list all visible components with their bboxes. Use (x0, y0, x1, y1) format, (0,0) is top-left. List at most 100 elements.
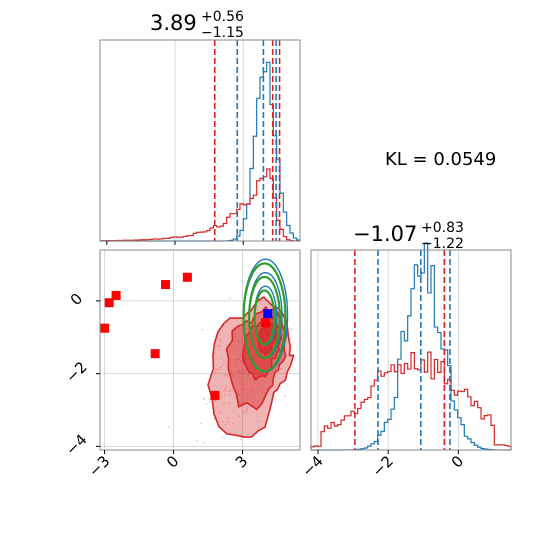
marginal-panel-param1: 3.89 +0.56 −1.15 (99, 9, 301, 245)
sample-point (257, 420, 259, 423)
y-ticks: −4 −2 0 (62, 290, 100, 459)
sample-point (229, 389, 232, 392)
sample-point (251, 390, 254, 393)
red-square-marker (104, 298, 114, 308)
axes-frame (310, 249, 512, 451)
sample-point (245, 406, 248, 409)
sample-point (223, 402, 225, 405)
sample-point (253, 381, 255, 384)
sample-point (244, 368, 246, 371)
x-ticks: −4 −2 0 (298, 450, 467, 480)
sample-point (225, 389, 228, 392)
sample-point (236, 370, 239, 373)
sample-point (205, 403, 208, 405)
sample-point (234, 333, 237, 336)
sample-point (219, 412, 222, 415)
sample-point (209, 401, 211, 404)
kl-label: KL = 0.0549 (385, 149, 496, 170)
sample-point (240, 370, 243, 373)
sample-point (240, 388, 243, 391)
sample-point (227, 421, 230, 423)
red-square-marker (150, 349, 160, 359)
grid (317, 250, 459, 450)
x-tick-label: −4 (298, 452, 326, 480)
sample-point (237, 358, 240, 360)
y-tick-label: 0 (67, 290, 86, 309)
sample-point (256, 378, 259, 381)
sample-point (252, 389, 255, 391)
sample-point (230, 373, 233, 375)
red-square-marker (261, 318, 271, 328)
sample-point (223, 387, 226, 390)
sample-point (223, 375, 225, 377)
green-contour (248, 275, 282, 360)
sample-point (226, 375, 229, 378)
sample-point (238, 370, 241, 373)
grid (174, 40, 244, 241)
y-tick-label: −4 (62, 431, 90, 459)
x-tick-label: 0 (448, 452, 467, 471)
sample-point (220, 395, 223, 398)
title-plus: +0.83 (421, 220, 464, 236)
sample-point (280, 368, 282, 370)
title-minus: −1.22 (421, 236, 464, 252)
quantile-lines (354, 250, 451, 450)
sample-point (218, 411, 220, 414)
sample-point (228, 394, 231, 397)
x-tick-label: −2 (369, 452, 397, 480)
sample-point (274, 376, 277, 379)
axes-frame (99, 39, 301, 242)
grid (100, 250, 300, 450)
sample-point (217, 344, 220, 347)
density-contours (207, 258, 295, 438)
sample-point (237, 392, 240, 395)
sample-point (219, 345, 222, 348)
axes-frame (99, 249, 301, 451)
title-plus: +0.56 (201, 9, 244, 25)
sample-point (241, 367, 244, 370)
sample-point (231, 349, 234, 352)
histogram-series (99, 168, 301, 242)
sample-point (234, 346, 237, 349)
sample-point (224, 423, 227, 426)
sample-point (226, 417, 229, 419)
sample-point (241, 337, 244, 340)
sample-point (232, 374, 235, 377)
sample-point (224, 373, 227, 376)
x-tick-label: −3 (85, 452, 113, 480)
sample-point (222, 363, 225, 366)
sample-point (229, 297, 232, 300)
red-square-marker (111, 290, 121, 300)
tick-marks (106, 241, 244, 245)
sample-point (216, 368, 218, 371)
histogram-series (100, 61, 301, 242)
red-square-marker (210, 390, 220, 400)
sample-point (290, 328, 293, 331)
sample-point (195, 439, 198, 442)
sample-point (219, 366, 222, 368)
sample-point (220, 357, 223, 359)
sample-point (264, 381, 267, 383)
red-square-marker (161, 280, 171, 290)
sample-point (239, 438, 242, 441)
sample-point (239, 376, 242, 379)
joint-panel: −3 0 3 −4 −2 0 (62, 249, 301, 480)
sample-point (208, 398, 211, 401)
sample-point (230, 345, 232, 348)
title-minus: −1.15 (201, 25, 244, 41)
sample-point (246, 328, 249, 330)
sample-point (238, 368, 241, 371)
sample-point (216, 467, 218, 469)
sample-point (234, 336, 237, 339)
red-square-marker (100, 323, 110, 333)
x-ticks: −3 0 3 (85, 450, 251, 480)
sample-point (221, 436, 224, 439)
sample-point (239, 353, 242, 356)
sample-point (244, 371, 246, 374)
sample-point (229, 368, 232, 371)
histogram-bars (99, 61, 301, 242)
title-value: −1.07 (353, 222, 417, 246)
sample-point (246, 373, 249, 376)
sample-point (203, 441, 206, 444)
